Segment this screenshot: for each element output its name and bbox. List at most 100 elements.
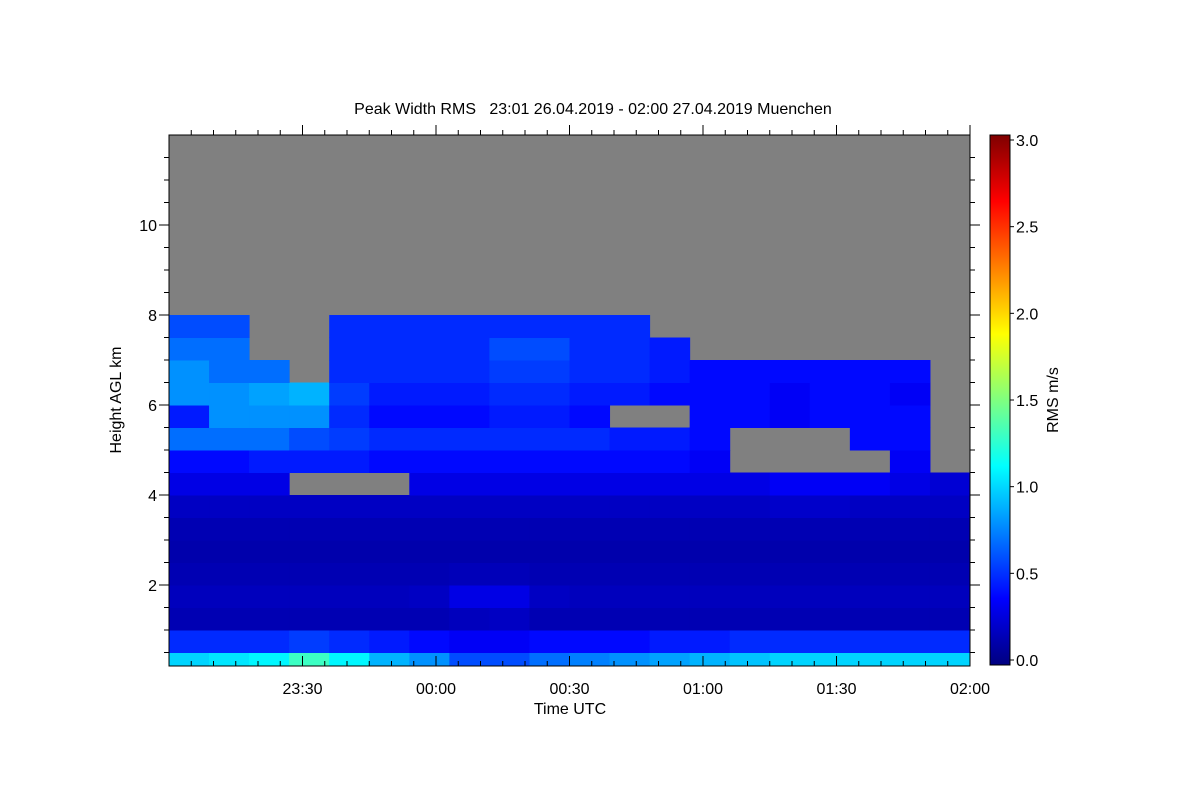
heatmap-cell — [609, 517, 651, 541]
heatmap-cell — [649, 630, 691, 653]
heatmap-cell — [489, 450, 530, 473]
heatmap-cell — [569, 427, 611, 451]
heatmap-cell — [289, 562, 330, 586]
heatmap-cell — [249, 630, 290, 653]
heatmap-cell — [209, 607, 250, 631]
heatmap-cell — [209, 472, 250, 496]
heatmap-cell — [889, 517, 931, 541]
heatmap-cell — [769, 405, 811, 428]
heatmap-cell — [609, 427, 651, 451]
heatmap-cell — [809, 360, 851, 383]
y-tick-label: 10 — [139, 218, 157, 235]
heatmap-cell — [729, 607, 771, 631]
heatmap-cell — [329, 382, 370, 406]
heatmap-cell — [809, 382, 851, 406]
heatmap-cell — [889, 495, 931, 518]
heatmap-cell — [729, 630, 771, 653]
heatmap-cell — [849, 360, 891, 383]
heatmap-cell — [529, 630, 570, 653]
heatmap-cell — [769, 360, 811, 383]
heatmap-cell — [489, 517, 530, 541]
heatmap-cell — [209, 382, 250, 406]
heatmap-cell — [849, 517, 891, 541]
heatmap-cell — [289, 450, 330, 473]
heatmap-cell — [449, 427, 490, 451]
heatmap-cell — [489, 562, 530, 586]
heatmap-cell — [249, 652, 290, 666]
heatmap-cell — [809, 495, 851, 518]
heatmap-cell — [889, 562, 931, 586]
heatmap-cell — [929, 630, 970, 653]
heatmap-cell — [289, 382, 330, 406]
heatmap-cell — [809, 630, 851, 653]
heatmap-cell — [529, 427, 570, 451]
chart-title: Peak Width RMS 23:01 26.04.2019 - 02:00 … — [354, 101, 832, 118]
heatmap-cell — [569, 450, 611, 473]
heatmap-cell — [249, 360, 290, 383]
heatmap-cell — [649, 652, 691, 666]
heatmap-cell — [769, 562, 811, 586]
heatmap-cell — [609, 607, 651, 631]
heatmap-cell — [849, 427, 891, 451]
heatmap-cell — [649, 382, 691, 406]
heatmap-cell — [689, 562, 731, 586]
heatmap-cell — [529, 585, 570, 608]
heatmap-cell — [409, 562, 450, 586]
heatmap-cell — [569, 607, 611, 631]
heatmap-cell — [529, 472, 570, 496]
heatmap-cell — [289, 427, 330, 451]
heatmap-cell — [449, 540, 490, 563]
heatmap-cell — [289, 652, 330, 666]
heatmap-cell — [809, 607, 851, 631]
x-tick-label: 00:00 — [416, 681, 456, 698]
heatmap-cell — [849, 495, 891, 518]
heatmap-cell — [449, 472, 490, 496]
heatmap-cell — [369, 607, 410, 631]
heatmap-cell — [809, 405, 851, 428]
heatmap-cell — [329, 337, 370, 361]
heatmap-cell — [769, 652, 811, 666]
heatmap-cell — [449, 607, 490, 631]
heatmap-cell — [449, 405, 490, 428]
heatmap-cell — [649, 495, 691, 518]
heatmap-cell — [769, 472, 811, 496]
heatmap-cell — [569, 630, 611, 653]
heatmap-cell — [609, 382, 651, 406]
heatmap-cell — [209, 517, 250, 541]
heatmap-cell — [849, 652, 891, 666]
heatmap-cell — [249, 450, 290, 473]
heatmap-cell — [369, 585, 410, 608]
heatmap-cell — [569, 585, 611, 608]
heatmap-cell — [529, 360, 570, 383]
heatmap-cell — [209, 405, 250, 428]
heatmap-cell — [209, 360, 250, 383]
heatmap-cell — [769, 540, 811, 563]
heatmap-cell — [489, 382, 530, 406]
heatmap-cell — [689, 585, 731, 608]
heatmap-cell — [569, 337, 611, 361]
y-tick-label: 6 — [148, 398, 157, 415]
heatmap-cell — [169, 427, 210, 451]
heatmap-cell — [689, 472, 731, 496]
heatmap-cell — [489, 360, 530, 383]
heatmap-cell — [449, 585, 490, 608]
heatmap-cell — [569, 405, 611, 428]
heatmap-cell — [889, 450, 931, 473]
heatmap-cell — [209, 562, 250, 586]
heatmap-cell — [689, 427, 731, 451]
heatmap-cell — [249, 517, 290, 541]
heatmap-cell — [729, 405, 771, 428]
heatmap-cell — [689, 607, 731, 631]
heatmap-cell — [369, 562, 410, 586]
heatmap-cell — [849, 607, 891, 631]
heatmap-cell — [529, 517, 570, 541]
heatmap-cell — [809, 540, 851, 563]
heatmap-cell — [369, 652, 410, 666]
heatmap-cell — [409, 652, 450, 666]
heatmap-cell — [689, 360, 731, 383]
heatmap-cell — [329, 540, 370, 563]
heatmap-cell — [369, 360, 410, 383]
heatmap-cell — [409, 585, 450, 608]
heatmap-cell — [289, 405, 330, 428]
heatmap-cell — [889, 360, 931, 383]
